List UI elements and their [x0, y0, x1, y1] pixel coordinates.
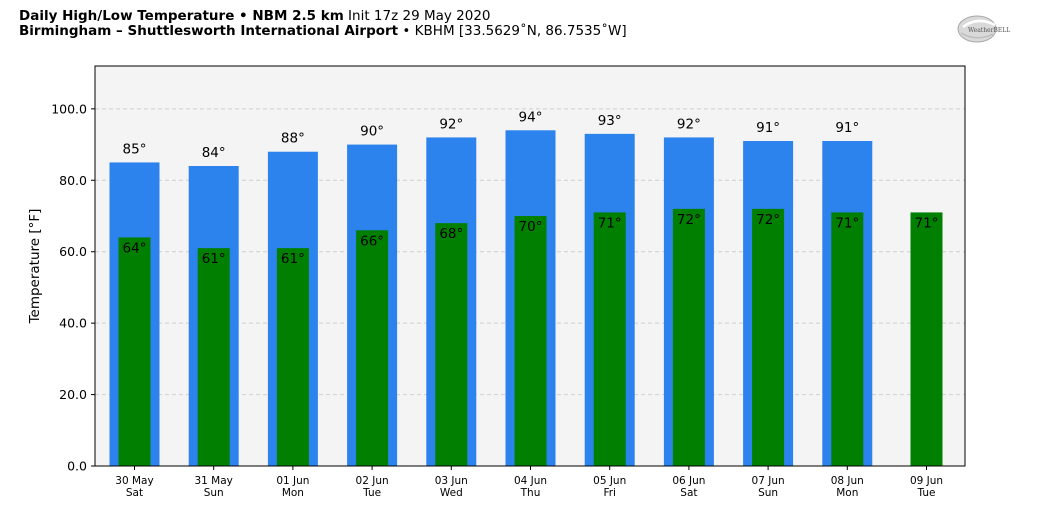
- low-temp-label: 70°: [519, 219, 543, 235]
- high-temp-label: 93°: [598, 113, 622, 129]
- x-tick-date-label: 03 Jun: [435, 475, 468, 487]
- low-temp-bar: [276, 248, 309, 466]
- high-temp-label: 91°: [835, 120, 859, 136]
- chart-title-line: Daily High/Low Temperature • NBM 2.5 km …: [19, 9, 627, 24]
- x-tick-date-label: 08 Jun: [831, 475, 864, 487]
- low-temp-label: 61°: [202, 251, 226, 267]
- x-tick-day-label: Fri: [603, 487, 616, 499]
- y-tick-label: 0.0: [67, 459, 87, 474]
- high-temp-label: 91°: [756, 120, 780, 136]
- y-tick-label: 20.0: [59, 387, 87, 402]
- low-temp-bar: [672, 208, 705, 466]
- low-temp-label: 71°: [835, 215, 859, 231]
- x-tick-date-label: 04 Jun: [514, 475, 547, 487]
- chart-title: Daily High/Low Temperature • NBM 2.5 km: [19, 8, 344, 24]
- x-tick-date-label: 06 Jun: [672, 475, 705, 487]
- y-tick-label: 40.0: [59, 316, 87, 331]
- logo-text: WeatherBELL: [968, 27, 1010, 34]
- x-tick-date-label: 07 Jun: [752, 475, 785, 487]
- low-temp-bar: [197, 248, 230, 466]
- x-tick-day-label: Mon: [836, 487, 858, 499]
- x-tick-day-label: Thu: [520, 487, 541, 499]
- x-tick-day-label: Sun: [204, 487, 224, 499]
- x-tick-date-label: 05 Jun: [593, 475, 626, 487]
- low-temp-label: 71°: [598, 215, 622, 231]
- x-tick-day-label: Wed: [440, 487, 463, 499]
- low-temp-bar: [356, 230, 389, 466]
- x-tick-day-label: Sat: [126, 487, 143, 499]
- low-temp-bar: [831, 212, 864, 466]
- chart-header: Daily High/Low Temperature • NBM 2.5 km …: [19, 9, 627, 39]
- low-temp-bar: [514, 216, 547, 466]
- y-tick-label: 80.0: [59, 173, 87, 188]
- x-tick-date-label: 01 Jun: [276, 475, 309, 487]
- high-temp-label: 84°: [202, 145, 226, 161]
- y-tick-label: 60.0: [59, 244, 87, 259]
- low-temp-bar: [435, 223, 468, 466]
- y-axis-label: Temperature [°F]: [27, 209, 43, 325]
- y-tick-label: 100.0: [51, 101, 87, 116]
- low-temp-bar: [752, 208, 785, 466]
- x-tick-day-label: Sun: [758, 487, 778, 499]
- low-temp-label: 61°: [281, 251, 305, 267]
- high-temp-label: 92°: [439, 116, 463, 132]
- low-temp-label: 64°: [123, 240, 147, 256]
- weatherbell-logo-icon: WeatherBELL: [957, 15, 1010, 43]
- chart-location: Birmingham – Shuttlesworth International…: [19, 23, 399, 39]
- high-temp-label: 92°: [677, 116, 701, 132]
- x-tick-day-label: Tue: [917, 487, 936, 499]
- x-tick-date-label: 02 Jun: [356, 475, 389, 487]
- high-temp-label: 85°: [123, 141, 147, 157]
- x-tick-day-label: Mon: [282, 487, 304, 499]
- low-temp-label: 71°: [915, 215, 939, 231]
- low-temp-label: 72°: [677, 212, 701, 228]
- low-temp-bar: [910, 212, 943, 466]
- high-temp-label: 88°: [281, 131, 305, 147]
- high-temp-label: 90°: [360, 124, 384, 140]
- x-tick-day-label: Tue: [362, 487, 381, 499]
- high-temp-label: 94°: [519, 109, 543, 125]
- chart-location-line: Birmingham – Shuttlesworth International…: [19, 24, 627, 39]
- x-tick-date-label: 30 May: [115, 475, 153, 487]
- x-tick-date-label: 31 May: [194, 475, 232, 487]
- low-temp-bar: [118, 237, 151, 466]
- x-tick-day-label: Sat: [680, 487, 697, 499]
- low-temp-bar: [593, 212, 626, 466]
- low-temp-label: 72°: [756, 212, 780, 228]
- low-temp-label: 66°: [360, 233, 384, 249]
- low-temp-label: 68°: [439, 226, 463, 242]
- chart-station-coords: • KBHM [33.5629˚N, 86.7535˚W]: [398, 23, 627, 39]
- chart-init-time: Init 17z 29 May 2020: [343, 8, 491, 24]
- x-tick-date-label: 09 Jun: [910, 475, 943, 487]
